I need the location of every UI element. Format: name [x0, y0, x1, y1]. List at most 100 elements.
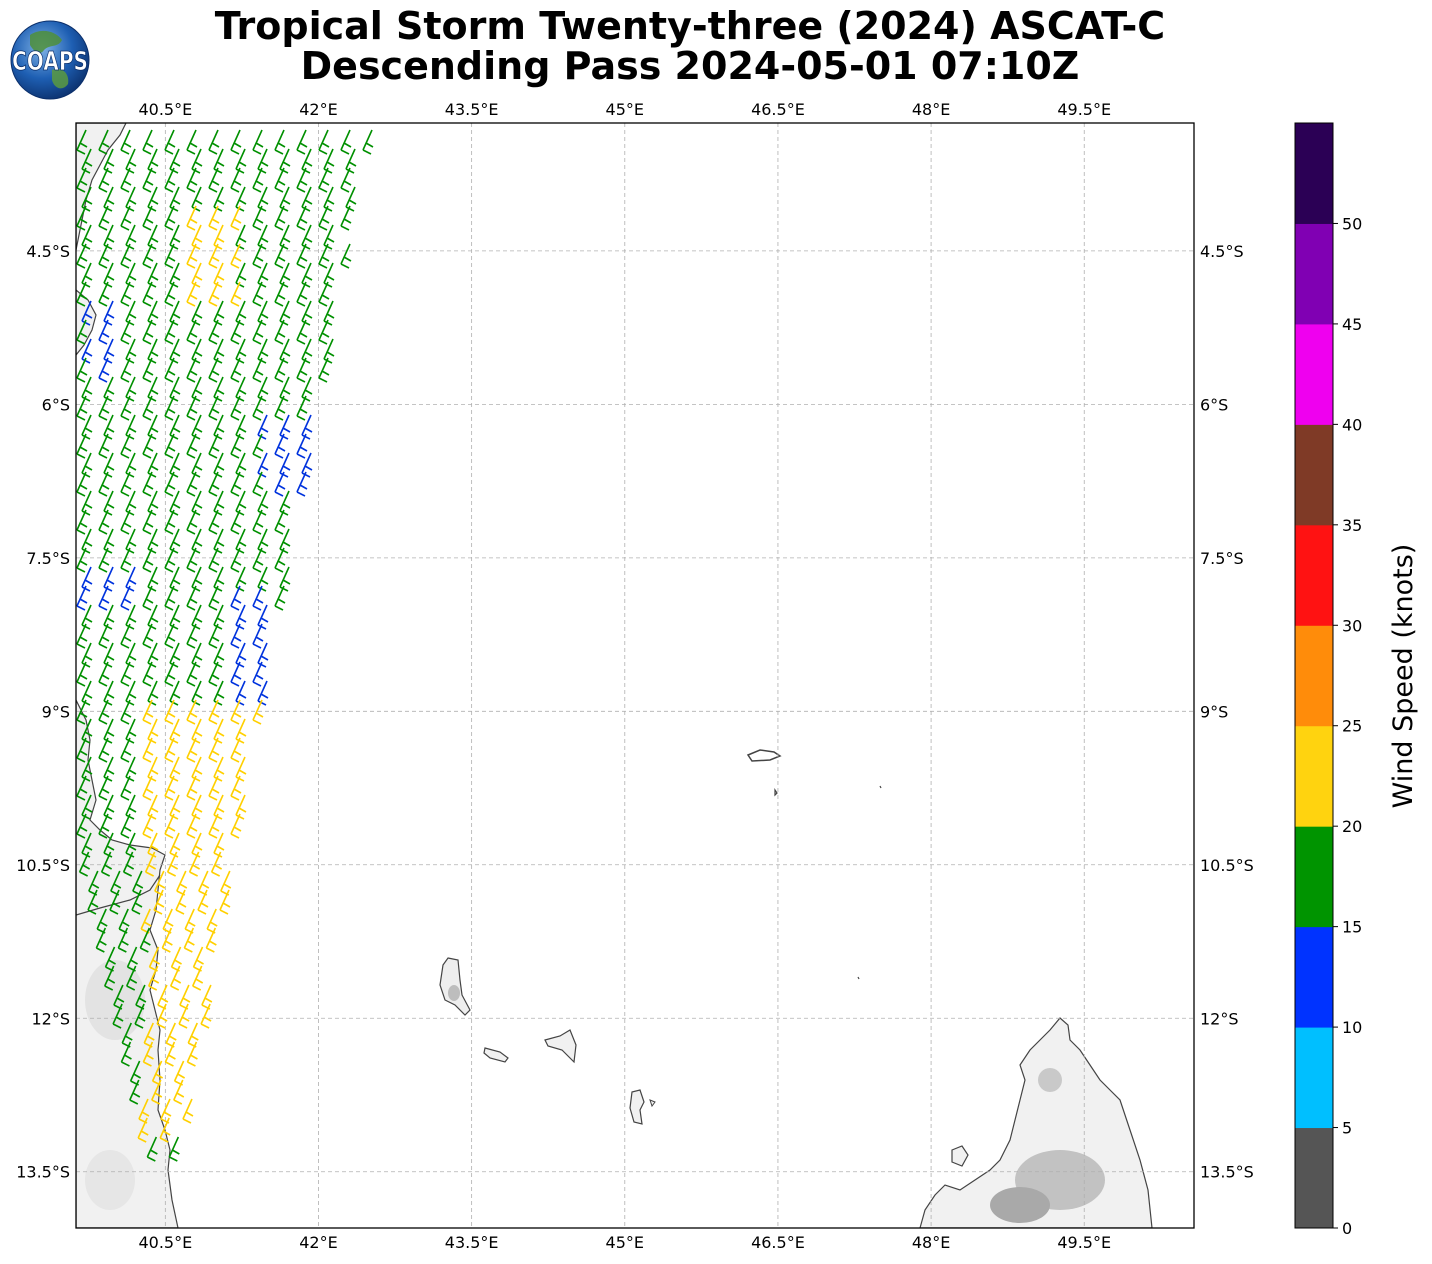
wind-barb — [147, 566, 159, 592]
wind-barb — [169, 452, 181, 478]
wind-barb — [230, 129, 242, 155]
wind-barb — [301, 224, 313, 250]
wind-barb — [274, 547, 286, 573]
wind-barb — [120, 737, 132, 763]
wind-barb — [340, 167, 352, 193]
wind-barb — [103, 680, 115, 706]
wind-barb — [76, 357, 88, 383]
lon-tick-label-bottom: 46.5°E — [751, 1233, 805, 1252]
colorbar-segment — [1295, 424, 1333, 526]
wind-barb — [169, 300, 181, 326]
wind-barb — [147, 490, 159, 516]
wind-barb — [230, 433, 242, 459]
wind-barb — [103, 528, 115, 554]
wind-barb — [120, 813, 132, 839]
wind-barb — [81, 300, 93, 326]
wind-barb — [213, 376, 225, 402]
wind-barb — [125, 224, 137, 250]
wind-barb — [125, 794, 137, 820]
wind-barb — [186, 623, 198, 649]
wind-barb — [147, 300, 159, 326]
wind-barb — [235, 680, 247, 706]
wind-barb — [252, 357, 264, 383]
wind-barb — [318, 281, 330, 307]
wind-barb — [252, 509, 264, 535]
wind-barb — [208, 813, 220, 839]
wind-barb — [169, 832, 181, 858]
lon-tick-label-top: 45°E — [606, 100, 644, 119]
wind-barb — [235, 490, 247, 516]
colorbar-segment — [1295, 323, 1333, 425]
wind-barb — [125, 528, 137, 554]
wind-barb — [120, 281, 132, 307]
wind-barb — [301, 376, 313, 402]
wind-barb — [147, 376, 159, 402]
wind-barb — [257, 566, 269, 592]
wind-barb — [296, 167, 308, 193]
terrain-shading — [990, 1187, 1050, 1223]
wind-barb — [164, 547, 176, 573]
wind-barb — [345, 186, 357, 212]
lat-labels-right: 4.5°S 6°S 7.5°S 9°S 10.5°S 12°S 13.5°S — [1200, 242, 1254, 1182]
wind-barb — [142, 129, 154, 155]
wind-barb — [142, 395, 154, 421]
wind-barb — [76, 471, 88, 497]
wind-barb — [213, 338, 225, 364]
wind-barb — [213, 528, 225, 554]
wind-barb — [208, 129, 220, 155]
wind-barb — [279, 414, 291, 440]
wind-barb — [230, 699, 242, 725]
wind-barb — [76, 433, 88, 459]
colorbar-tick-label: 15 — [1342, 918, 1362, 937]
lat-tick-label-left: 4.5°S — [26, 242, 70, 261]
wind-barb — [103, 794, 115, 820]
colorbar-tick-label: 5 — [1342, 1119, 1352, 1138]
wind-barb — [191, 680, 203, 706]
wind-barb — [81, 148, 93, 174]
wind-barb — [98, 699, 110, 725]
wind-barb — [169, 794, 181, 820]
wind-barb — [191, 148, 203, 174]
wind-barb — [208, 357, 220, 383]
wind-barb — [257, 604, 269, 630]
wind-barb — [296, 471, 308, 497]
wind-barb — [142, 205, 154, 231]
wind-barb — [208, 281, 220, 307]
wind-barb — [208, 509, 220, 535]
wind-barb — [100, 851, 113, 877]
lat-tick-label-right: 13.5°S — [1200, 1163, 1254, 1182]
wind-barb — [279, 528, 291, 554]
wind-barb — [125, 965, 138, 991]
wind-barb — [235, 566, 247, 592]
wind-barb — [186, 547, 198, 573]
wind-barb — [213, 794, 225, 820]
wind-barb — [81, 718, 93, 744]
colorbar-segment — [1295, 926, 1333, 1028]
wind-barb — [208, 737, 220, 763]
wind-barb — [125, 338, 137, 364]
wind-barb — [208, 433, 220, 459]
wind-barb — [257, 414, 269, 440]
colorbar-segment — [1295, 826, 1333, 928]
wind-barb — [146, 1136, 158, 1162]
wind-barb — [76, 205, 88, 231]
wind-barb — [340, 243, 352, 269]
lon-tick-label-bottom: 42°E — [299, 1233, 337, 1252]
title-line-1: Tropical Storm Twenty-three (2024) ASCAT… — [214, 4, 1166, 48]
wind-barb — [142, 585, 154, 611]
wind-barb — [169, 186, 181, 212]
lat-tick-label-left: 7.5°S — [26, 549, 70, 568]
wind-barb — [213, 832, 225, 858]
terrain-shading — [85, 960, 145, 1040]
wind-barb — [142, 167, 154, 193]
colorbar-segment — [1295, 1127, 1333, 1229]
colorbar-frame — [1294, 122, 1334, 1229]
wind-barb — [169, 718, 181, 744]
wind-barb — [147, 965, 160, 991]
wind-barb — [98, 281, 110, 307]
wind-barb — [208, 585, 220, 611]
island-mayotte — [629, 1089, 645, 1125]
wind-barb — [98, 319, 110, 345]
wind-barb — [142, 623, 154, 649]
wind-barb — [120, 433, 132, 459]
